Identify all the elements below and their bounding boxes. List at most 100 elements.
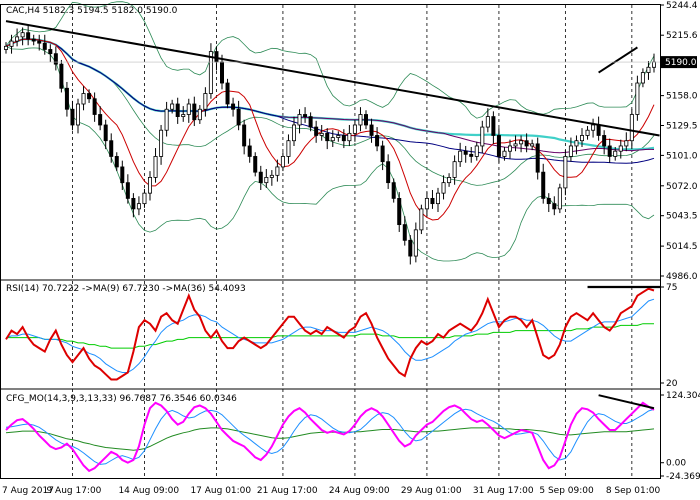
candle-body: [546, 197, 551, 205]
candle-body: [192, 103, 197, 121]
candle-body: [31, 38, 36, 42]
x-tick-label: 14 Aug 09:00: [118, 486, 179, 496]
x-tick-label: 5 Sep 09:00: [539, 486, 594, 496]
candle-body: [652, 61, 657, 68]
candle-body: [629, 114, 634, 142]
candle-body: [170, 103, 175, 110]
price-tick-label: 5158.0: [666, 92, 698, 102]
candle-body: [253, 156, 258, 173]
cfg-tick-label: 124.3049: [666, 391, 700, 401]
bollinger-lower-line: [5, 45, 655, 262]
candle-body: [258, 171, 263, 184]
candle-body: [408, 239, 413, 257]
candle-body: [308, 116, 313, 128]
candle-body: [53, 53, 58, 65]
rsi-fast-ma-line: [5, 298, 655, 373]
candle-body: [563, 156, 568, 189]
candle-body: [635, 82, 640, 115]
candle-body: [92, 98, 97, 115]
candle-body: [496, 135, 501, 157]
x-tick-label: 9 Aug 17:00: [46, 486, 101, 496]
candle-body: [397, 197, 402, 226]
rsi-tick-label: 75: [666, 283, 677, 293]
price-tick-label: 5215.6: [666, 31, 698, 41]
candle-body: [136, 203, 141, 210]
red-ma-line: [5, 38, 655, 221]
candle-body: [502, 150, 507, 157]
cfg-main-line: [5, 401, 655, 473]
x-tick-label: 31 Aug 17:00: [473, 486, 534, 496]
candle-body: [591, 124, 596, 131]
candle-body: [120, 166, 125, 184]
candle-body: [164, 108, 169, 131]
candle-body: [430, 197, 435, 205]
candle-body: [413, 229, 418, 257]
candle-body: [535, 143, 540, 173]
candle-body: [64, 87, 69, 110]
candle-body: [325, 132, 330, 142]
rsi-pane: [5, 285, 660, 381]
candle-body: [175, 103, 180, 117]
candle-body: [42, 42, 47, 50]
candle-body: [624, 140, 629, 147]
candle-body: [186, 103, 191, 115]
candle-body: [159, 129, 164, 157]
candle-body: [303, 114, 308, 117]
candle-body: [402, 224, 407, 241]
candle-body: [524, 140, 529, 147]
candle-body: [352, 124, 357, 134]
candle-body: [147, 177, 152, 194]
candle-body: [602, 135, 607, 147]
candle-body: [568, 145, 573, 157]
candle-body: [363, 114, 368, 126]
candle-body: [613, 150, 618, 157]
candle-body: [552, 203, 557, 210]
candle-body: [585, 129, 590, 136]
candle-body: [291, 124, 296, 142]
candle-body: [519, 140, 524, 145]
candle-body: [280, 156, 285, 168]
x-tick-label: 21 Aug 17:00: [257, 486, 318, 496]
candle-body: [469, 153, 474, 157]
candle-body: [596, 124, 601, 136]
rsi-slow-ma-line: [6, 323, 654, 349]
price-tick-label: 5072.0: [666, 182, 698, 192]
cfg-tick-label: 0.00: [666, 459, 686, 469]
candle-body: [59, 63, 64, 89]
price-pane: [0, 1, 660, 265]
candle-body: [330, 137, 335, 142]
candle-body: [513, 143, 518, 147]
candle-body: [153, 156, 158, 178]
candle-body: [386, 161, 391, 184]
cfg-fast-line: [5, 408, 655, 465]
main-header: CAC,H4 5182.3 5194.5 5182.0 5190.0: [6, 6, 178, 16]
candle-body: [347, 132, 352, 142]
candle-body: [208, 51, 213, 94]
candle-body: [37, 40, 42, 44]
candle-body: [435, 192, 440, 205]
candle-body: [341, 135, 346, 142]
candle-body: [557, 187, 562, 210]
candle-body: [247, 145, 252, 157]
candle-body: [447, 177, 452, 184]
candle-body: [541, 171, 546, 199]
candle-body: [76, 103, 81, 126]
candle-body: [269, 174, 274, 178]
candle-body: [264, 177, 269, 184]
x-tick-label: 7 Aug 2017: [2, 486, 54, 496]
price-tick-label: 5244.4: [666, 1, 698, 11]
candle-body: [646, 66, 651, 73]
candle-body: [4, 45, 9, 50]
current-price-box: [661, 56, 697, 69]
candle-body: [491, 116, 496, 136]
candle-body: [380, 145, 385, 163]
x-tick-label: 17 Aug 01:00: [190, 486, 251, 496]
candle-body: [142, 192, 147, 205]
candle-body: [480, 126, 485, 147]
x-tick-label: 29 Aug 01:00: [401, 486, 462, 496]
candle-body: [242, 124, 247, 147]
candle-body: [231, 103, 236, 110]
candle-body: [424, 197, 429, 210]
x-tick-label: 8 Sep 01:00: [606, 486, 661, 496]
